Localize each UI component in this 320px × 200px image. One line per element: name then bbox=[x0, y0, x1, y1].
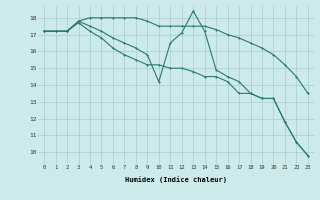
X-axis label: Humidex (Indice chaleur): Humidex (Indice chaleur) bbox=[125, 176, 227, 183]
